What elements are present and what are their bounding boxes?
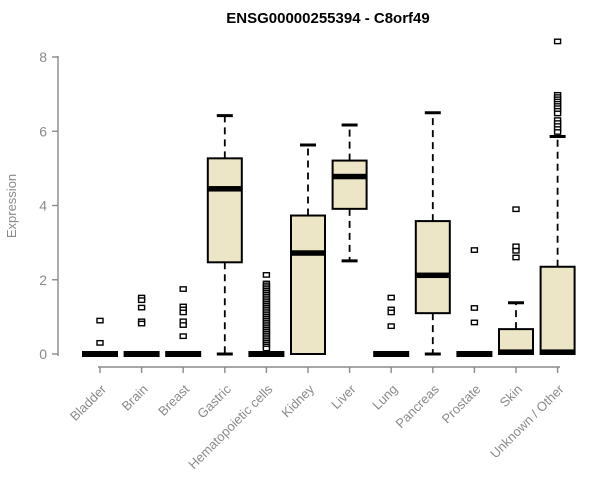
outlier-point [137,304,146,311]
outlier-point [96,339,104,346]
outlier-point [387,323,395,330]
outlier-point [96,317,104,324]
collapsed-box [248,351,285,357]
x-tick-label: Unknown / Other [487,381,567,461]
x-tick-label: Breast [155,381,192,418]
box [290,214,326,355]
box [539,265,576,356]
outlier-point [262,272,271,278]
outlier-point [179,286,187,292]
outlier-point [179,322,187,328]
x-tick-label: Skin [497,382,525,410]
outlier-point [470,319,479,326]
outlier-point [512,247,520,254]
collapsed-box [373,351,410,357]
median-line [291,250,325,256]
x-tick-label: Pancreas [392,381,442,431]
outlier-point [512,254,520,261]
collapsed-box [123,351,160,357]
outlier-point [137,297,146,304]
outlier-point [387,294,395,301]
outlier-point [137,320,146,327]
y-tick-label: 2 [39,272,47,288]
median-line [499,349,533,355]
x-tick-label: Brain [119,382,151,414]
outlier-point [387,309,395,316]
outlier-point [470,247,479,253]
x-tick-label: Gastric [194,381,234,421]
median-line [207,186,242,192]
collapsed-box [165,351,202,357]
box [414,220,451,315]
x-tick-label: Bladder [67,381,110,424]
x-tick-label: Kidney [278,381,317,420]
outlier-point [553,38,562,45]
outlier-point [553,129,562,135]
outlier-point [470,305,479,311]
outlier-point [262,345,271,352]
y-tick-label: 4 [39,198,47,214]
median-line [332,173,367,180]
x-tick-label: Prostate [439,382,484,427]
outlier-point [179,333,187,340]
y-axis-title: Expression [4,174,19,238]
collapsed-box [82,351,118,357]
median-line [415,272,450,279]
x-tick-label: Lung [369,382,400,413]
x-tick-label: Liver [328,381,359,412]
outlier-point [553,110,562,117]
box [331,159,368,210]
y-tick-label: 0 [39,346,47,362]
chart-title: ENSG00000255394 - C8orf49 [226,10,429,27]
box [206,157,243,264]
y-tick-label: 6 [39,123,47,139]
median-line [540,349,575,355]
outlier-point [512,243,520,250]
collapsed-box [456,351,493,357]
outlier-point [512,206,520,213]
outlier-point [179,309,187,316]
y-tick-label: 8 [39,49,47,65]
